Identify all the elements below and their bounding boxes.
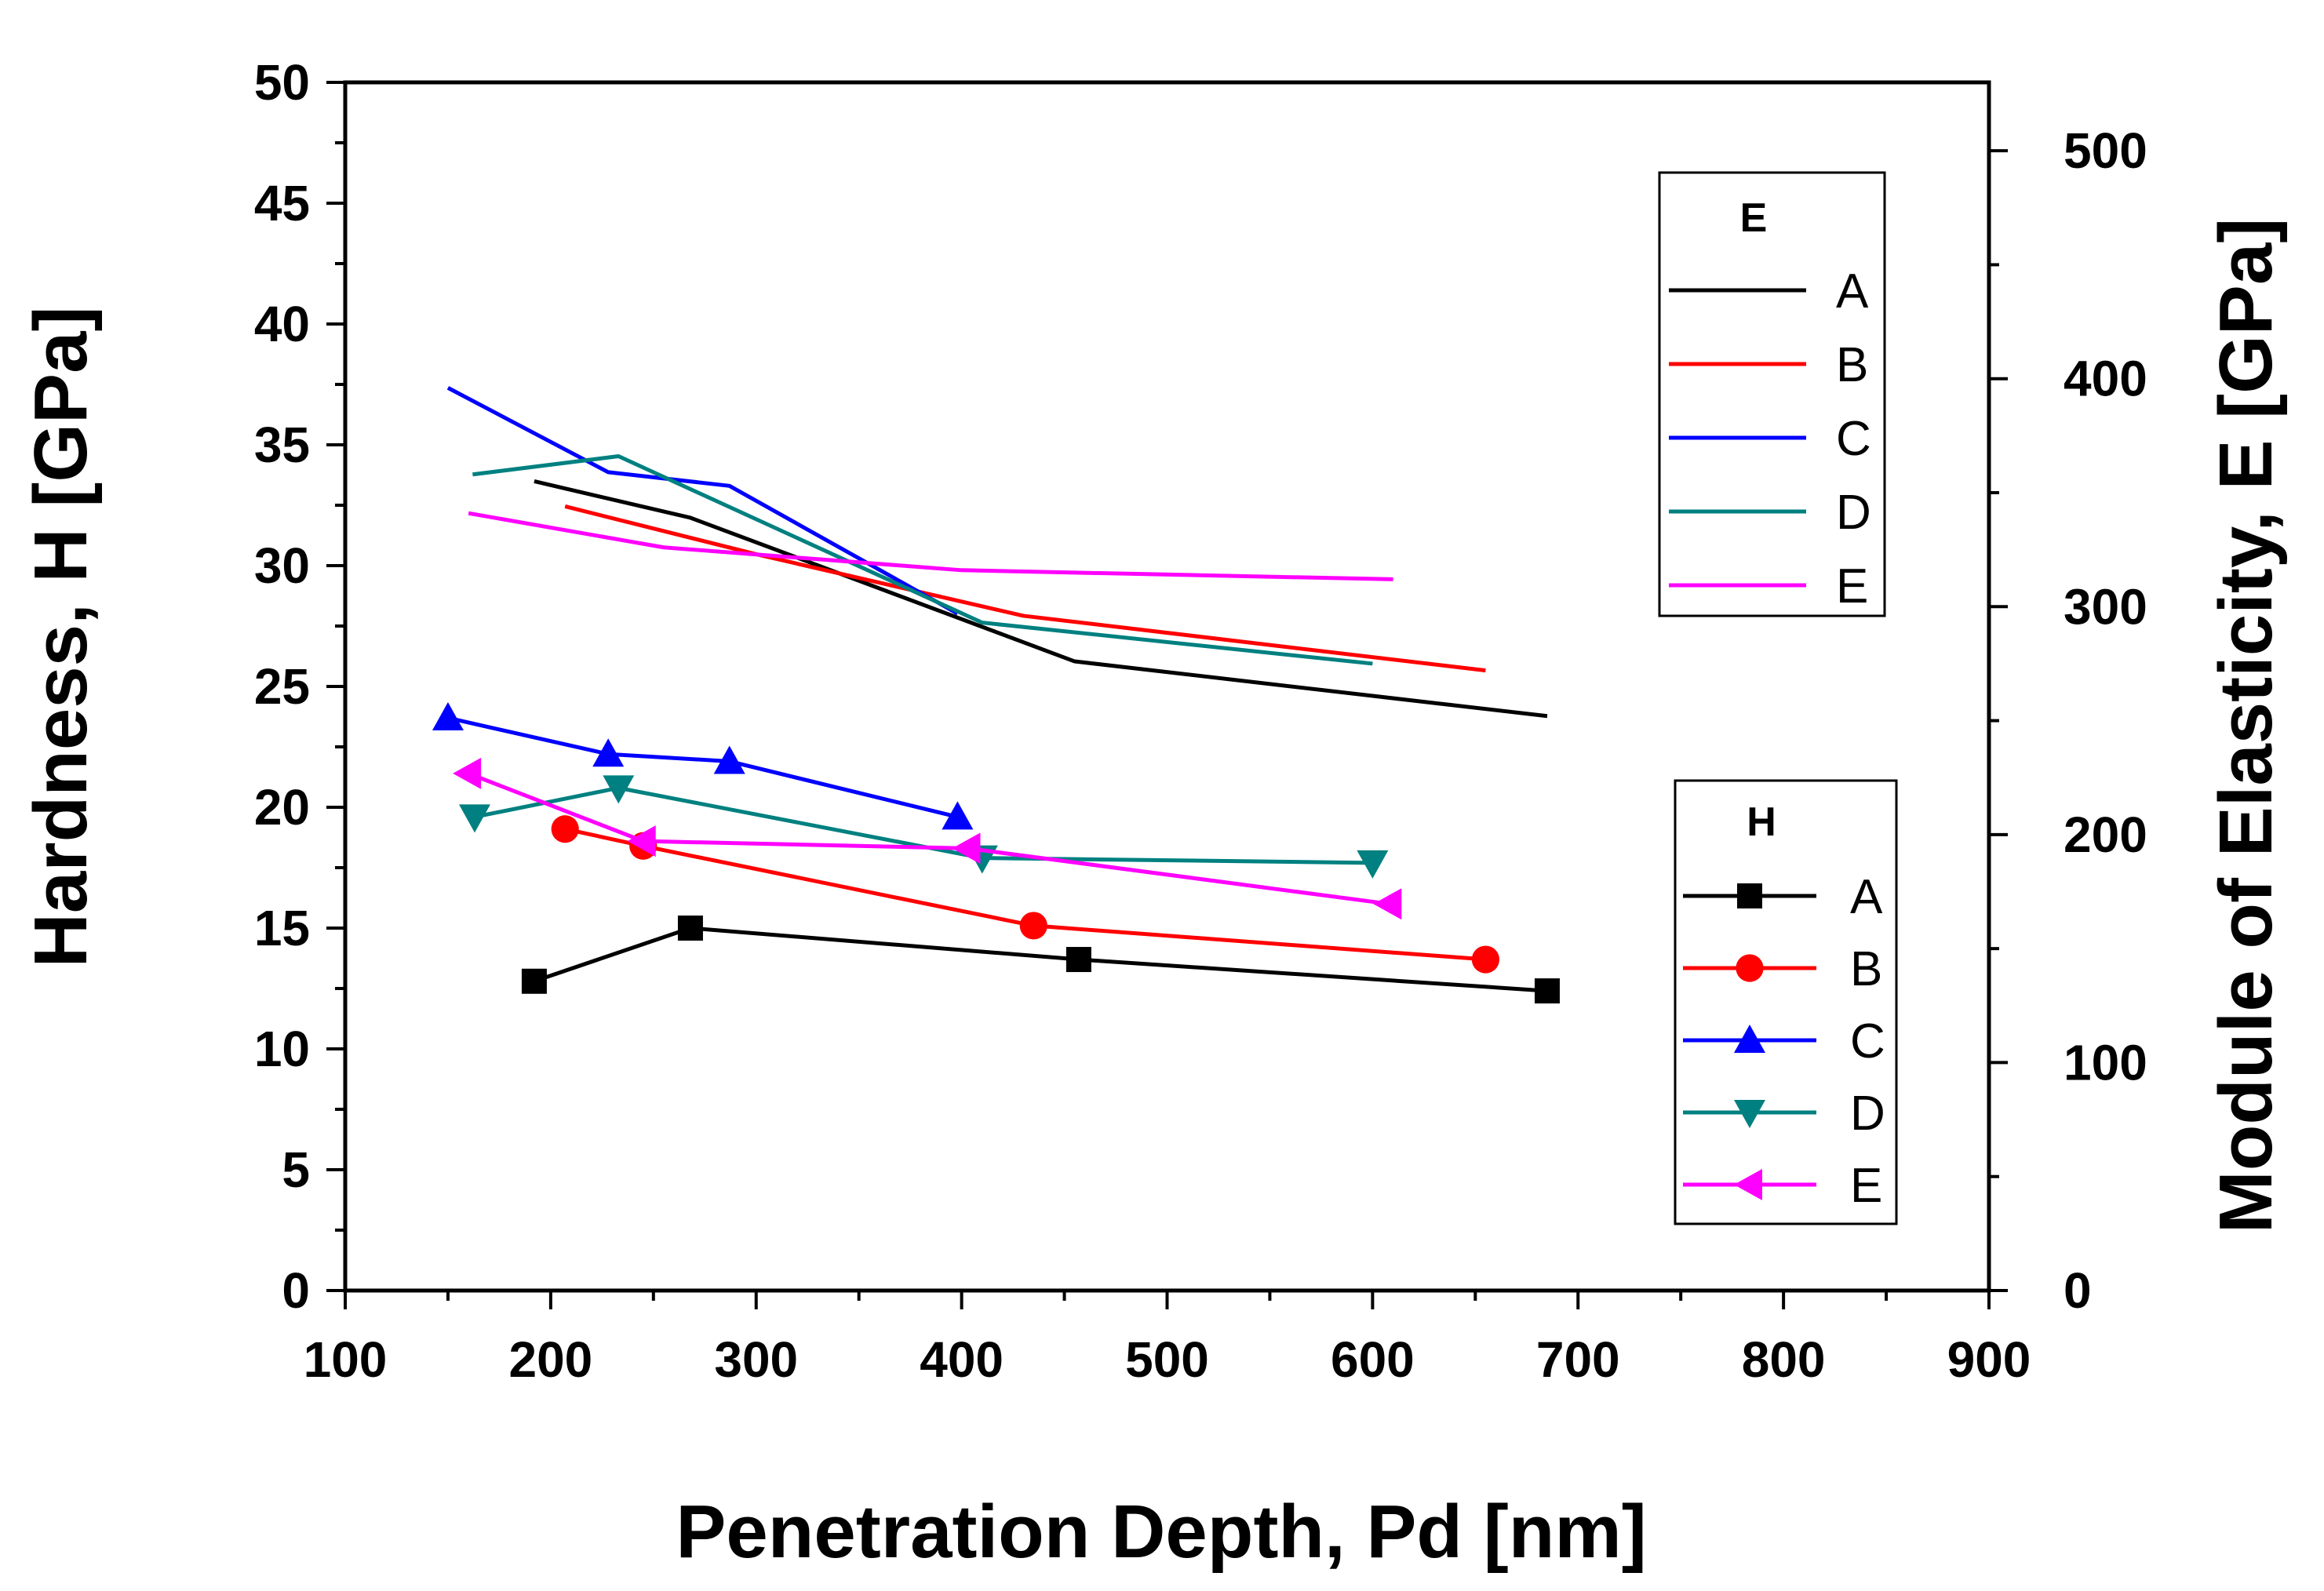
h-series-point-C — [592, 738, 625, 767]
x-tick-label: 600 — [1331, 1331, 1415, 1388]
h-series-point-A — [1534, 978, 1560, 1004]
y-axis-right-title: Module of Elasticity, E [GPa] — [2204, 218, 2288, 1233]
legend-e-label: C — [1836, 412, 1871, 466]
e-series-line-D — [472, 454, 1373, 666]
e-series-line-A — [534, 479, 1548, 719]
legend-h-box — [1674, 779, 1898, 1225]
legend-h-label: C — [1850, 1014, 1885, 1069]
h-series-point-C — [713, 745, 745, 774]
axis-ticks: 100 200 300 400 500 600 700 800 9000510152025303… — [254, 54, 2147, 1388]
y-left-tick-label: 5 — [282, 1141, 310, 1198]
y-right-tick-label: 400 — [2064, 351, 2147, 407]
h-series-point-D — [458, 804, 490, 833]
h-series-line-B — [564, 827, 1486, 962]
h-series-point-B — [1019, 912, 1047, 940]
legend-e-label: B — [1836, 338, 1868, 392]
x-tick-label: 100 — [304, 1331, 388, 1388]
y-left-tick-label: 35 — [254, 417, 310, 473]
legend-h-label: D — [1850, 1087, 1885, 1141]
elasticity-series — [446, 386, 1548, 719]
y-left-tick-label: 40 — [254, 296, 310, 352]
h-series-point-C — [432, 702, 464, 731]
y-left-tick-label: 20 — [254, 779, 310, 836]
x-tick-label: 800 — [1742, 1331, 1826, 1388]
x-tick-label: 400 — [920, 1331, 1004, 1388]
e-series-line-C — [446, 386, 959, 616]
legend-h-marker — [1734, 1025, 1765, 1053]
legend-e-box — [1658, 171, 1886, 617]
h-series-point-B — [551, 815, 579, 843]
y-right-tick-label: 500 — [2064, 122, 2147, 179]
y-left-tick-label: 50 — [254, 54, 310, 111]
y-right-tick-label: 300 — [2064, 578, 2147, 635]
y-right-tick-label: 100 — [2064, 1034, 2147, 1090]
hardness-series — [432, 702, 1560, 1004]
h-series-point-C — [942, 801, 974, 830]
y-left-tick-label: 30 — [254, 537, 310, 594]
x-tick-label: 200 — [508, 1331, 592, 1388]
y-left-tick-label: 0 — [282, 1262, 310, 1319]
x-tick-label: 300 — [714, 1331, 798, 1388]
h-series-line-D — [474, 785, 1373, 865]
e-series-line-B — [564, 504, 1486, 673]
y-right-tick-label: 0 — [2064, 1262, 2092, 1319]
legend-h-title: H — [1747, 799, 1776, 845]
h-series-point-A — [677, 916, 703, 941]
x-tick-label: 700 — [1536, 1331, 1620, 1388]
legend-h-label: A — [1850, 870, 1883, 924]
y-axis-left-title: Hardness, H [GPa] — [19, 307, 103, 968]
legend-e-label: A — [1836, 264, 1869, 319]
h-series-point-A — [1065, 947, 1091, 973]
h-series-point-D — [603, 775, 635, 804]
y-left-tick-label: 15 — [254, 900, 310, 956]
h-series-point-B — [1471, 945, 1500, 974]
h-series-line-E — [468, 771, 1390, 906]
legend-e-title: E — [1740, 195, 1768, 241]
y-right-tick-label: 200 — [2064, 806, 2147, 863]
y-left-tick-label: 10 — [254, 1021, 310, 1077]
h-series-point-D — [1357, 850, 1389, 879]
legend-e-label: E — [1836, 559, 1868, 613]
x-axis-title: Penetration Depth, Pd [nm] — [676, 1490, 1646, 1574]
legend-h-label: B — [1850, 942, 1882, 996]
legend-h-marker — [1736, 954, 1764, 982]
y-left-tick-label: 25 — [254, 658, 310, 715]
legend-e-label: D — [1836, 486, 1871, 540]
legend-h-marker — [1737, 883, 1762, 908]
h-series-point-E — [453, 757, 482, 789]
h-series-point-E — [952, 832, 981, 865]
x-tick-label: 500 — [1125, 1331, 1209, 1388]
h-series-point-A — [521, 968, 547, 994]
h-series-line-C — [447, 715, 958, 819]
h-series-point-E — [627, 825, 656, 857]
y-left-tick-label: 45 — [254, 175, 310, 231]
h-series-point-E — [1373, 888, 1402, 920]
e-series-line-E — [468, 511, 1393, 581]
legend-h-marker — [1734, 1100, 1765, 1128]
legend-h-label: E — [1850, 1159, 1882, 1213]
x-tick-label: 900 — [1947, 1331, 2031, 1388]
legend-h-marker — [1734, 1169, 1762, 1200]
h-series-line-A — [534, 926, 1548, 993]
